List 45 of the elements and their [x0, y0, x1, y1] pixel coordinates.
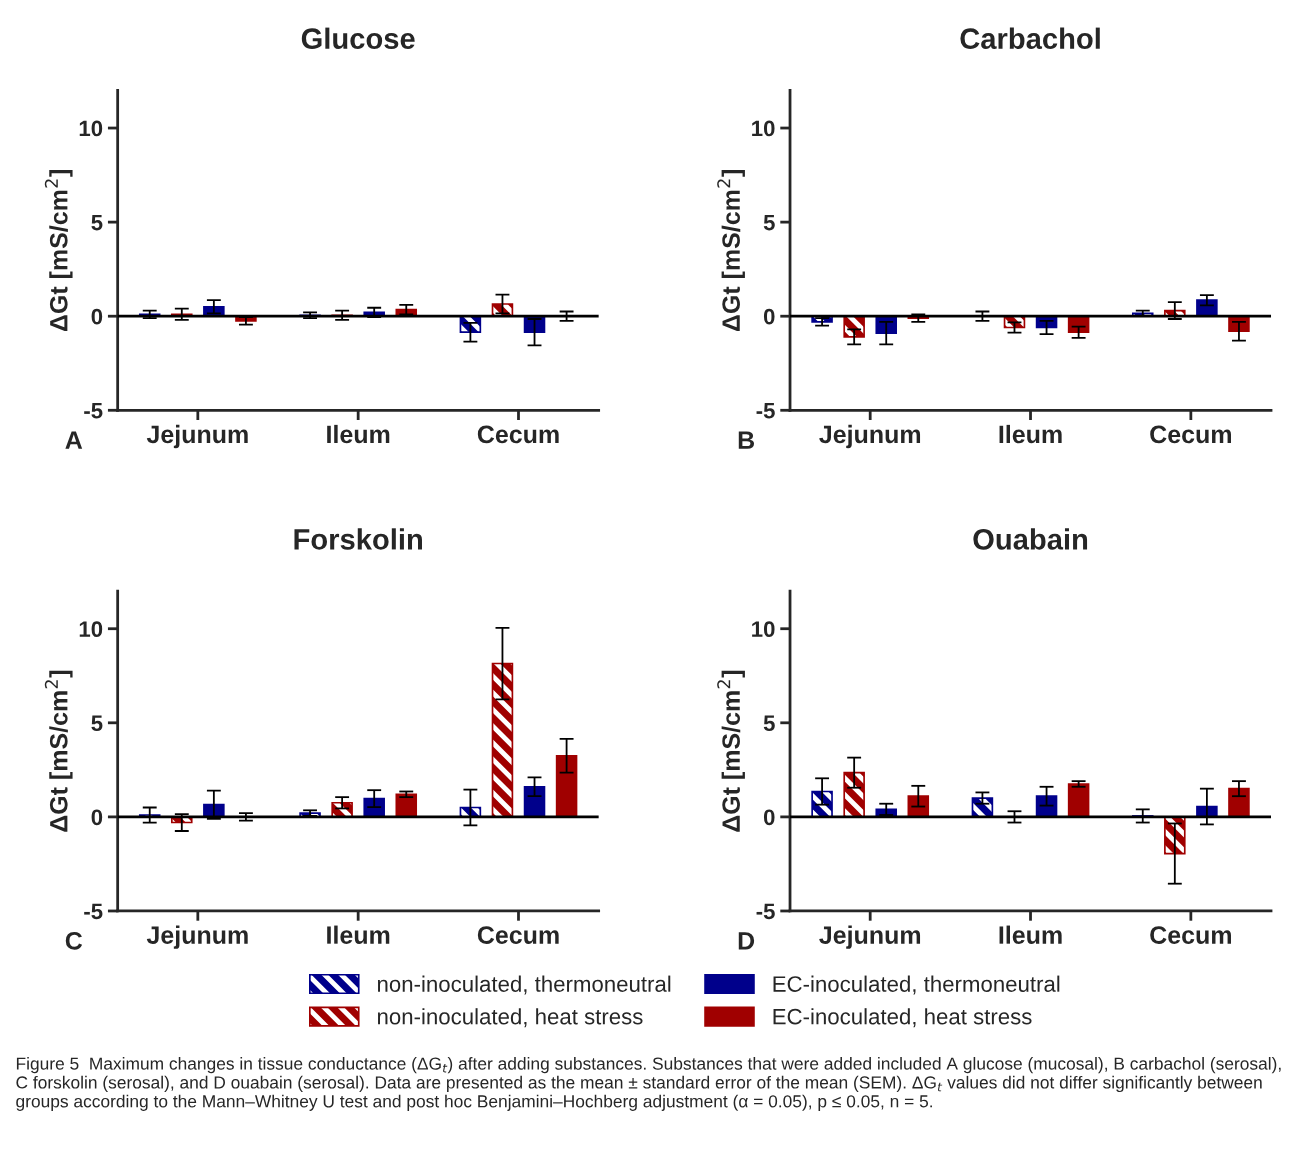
legend-label: non-inoculated, thermoneutral	[377, 975, 671, 995]
text: B	[738, 431, 755, 449]
chart-title: Glucose	[301, 27, 415, 50]
x-tick-label: Cecum	[477, 926, 559, 944]
y-axis-title: ΔGt [mS/cm$^{2}$]	[717, 670, 745, 832]
text: C	[65, 931, 83, 950]
x-tick-label: Cecum	[1150, 926, 1231, 944]
x-tick-label: Cecum	[1150, 425, 1231, 444]
x-tick-label: Jejunum	[819, 424, 921, 449]
caption: Figure 5 Maximum changes in tissue conductance (ΔG$_{t}$) after adding substances. Substances that were added included A glucose (mucosal), B carbachol (serosal), C forskolin (serosal), and D ouabain (serosal). Data are presented as the mean ± standard error of the mean (SEM). ΔG$_{t}$ values did not differ significantly between groups according to the Mann–Whitney U test and post hoc Benjamini–Hochberg adjustment (α = 0.05), p ≤ 0.05, n = 5.	[16, 1057, 1281, 1111]
y-tick-label: 5	[91, 214, 103, 231]
x-tick-label: Jejunum	[146, 925, 248, 949]
y-tick-label: 0	[763, 308, 775, 325]
chart-title: Ouabain	[973, 528, 1088, 550]
text: A	[65, 431, 83, 449]
y-axis-title: ΔGt [mS/cm$^{2}$]	[44, 670, 73, 832]
x-tick-label: Ileum	[999, 424, 1062, 444]
legend-label: non-inoculated, heat stress	[377, 1008, 643, 1028]
y-axis-title: ΔGt [mS/cm$^{2}$]	[717, 170, 745, 332]
y-tick-label: 10	[752, 120, 775, 137]
y-tick-label: 10	[79, 621, 103, 637]
legend-label: EC-inoculated, thermoneutral	[773, 975, 1060, 995]
y-tick-label: 0	[763, 809, 775, 826]
x-tick-label: Cecum	[477, 425, 559, 444]
y-tick-label: -5	[756, 403, 775, 419]
chart-title: Carbachol	[960, 27, 1100, 50]
x-tick-label: Ileum	[327, 424, 390, 444]
x-tick-label: Jejunum	[146, 424, 248, 449]
y-tick-label: 0	[91, 308, 103, 325]
x-tick-label: Jejunum	[819, 925, 921, 949]
y-tick-label: 5	[763, 715, 775, 732]
y-tick-label: 5	[91, 715, 103, 732]
chart-title: Forskolin	[294, 528, 422, 550]
y-tick-label: 0	[91, 809, 103, 826]
text: D	[738, 932, 755, 950]
y-tick-label: 5	[763, 214, 775, 231]
y-tick-label: -5	[756, 903, 775, 920]
y-tick-label: -5	[84, 403, 103, 419]
x-tick-label: Ileum	[999, 925, 1062, 944]
y-tick-label: 10	[79, 120, 103, 137]
y-tick-label: 10	[752, 621, 775, 637]
x-tick-label: Ileum	[327, 925, 390, 944]
y-tick-label: -5	[84, 903, 103, 920]
legend-label: EC-inoculated, heat stress	[773, 1008, 1032, 1028]
y-axis-title: ΔGt [mS/cm$^{2}$]	[44, 170, 73, 332]
